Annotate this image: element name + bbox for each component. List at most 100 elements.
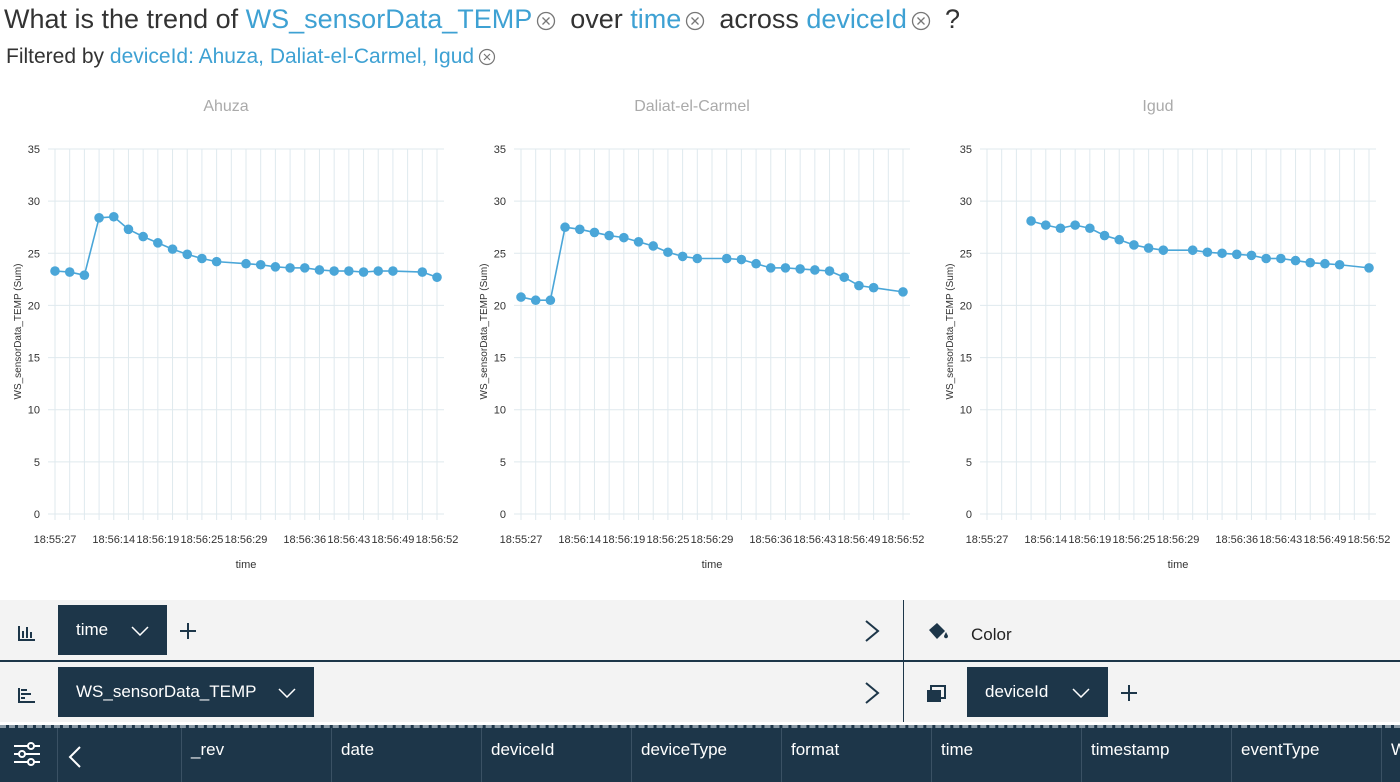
time-token[interactable]: time [630, 4, 682, 34]
data-point [211, 256, 222, 267]
data-point [1320, 258, 1330, 269]
x-axis-title: time [702, 559, 723, 571]
line-segment [873, 286, 904, 293]
data-point [545, 295, 556, 306]
x-tick-label: 18:56:36 [283, 534, 326, 546]
data-point [721, 253, 732, 264]
x-shelf-pill[interactable]: time [58, 605, 167, 655]
x-tick-label: 18:56:29 [1157, 534, 1200, 546]
data-point [1305, 257, 1316, 268]
column-header[interactable]: _rev [181, 728, 331, 782]
data-point [1276, 253, 1286, 264]
y-tick-label: 30 [960, 196, 972, 208]
filter-label: Filtered by [6, 45, 105, 68]
y-tick-label: 20 [28, 300, 40, 312]
column-header[interactable]: eventType [1231, 728, 1381, 782]
pill-label: time [76, 620, 109, 639]
data-point [1040, 220, 1051, 230]
y-tick-label: 25 [494, 248, 506, 260]
x-tick-label: 18:56:52 [416, 534, 459, 546]
divider [0, 660, 1400, 662]
data-point [1364, 263, 1374, 273]
data-point [736, 254, 747, 265]
y-axis-title: WS_sensorData_TEMP (Sum) [13, 264, 24, 400]
y-axis-title: WS_sensorData_TEMP (Sum) [945, 264, 956, 400]
y-axis-title: WS_sensorData_TEMP (Sum) [479, 264, 490, 400]
y-tick-label: 30 [494, 196, 506, 208]
data-point [765, 263, 776, 273]
data-point [1158, 245, 1169, 255]
data-point [810, 265, 820, 275]
settings-icon[interactable] [14, 742, 40, 766]
column-header[interactable]: time [931, 728, 1081, 782]
data-point [692, 253, 703, 264]
remove-icon[interactable] [685, 11, 705, 31]
y-tick-label: 35 [494, 144, 506, 156]
color-shelf[interactable]: Color [971, 625, 1012, 644]
line-segment [83, 217, 100, 276]
y-tick-label: 15 [28, 353, 40, 365]
column-header[interactable]: W [1381, 728, 1400, 782]
repeat-shelf-pill[interactable]: deviceId [967, 667, 1108, 717]
data-point [108, 211, 119, 222]
y-tick-label: 5 [34, 457, 40, 469]
line-segment [392, 270, 423, 273]
y-tick-label: 20 [960, 300, 972, 312]
remove-icon[interactable] [911, 11, 931, 31]
data-point [373, 266, 384, 276]
data-point [329, 266, 339, 276]
x-tick-label: 18:56:36 [1215, 534, 1258, 546]
data-point [1026, 216, 1036, 226]
y-tick-label: 25 [28, 248, 40, 260]
question-text: ? [944, 4, 960, 34]
data-point [153, 238, 163, 248]
remove-icon[interactable] [478, 48, 496, 66]
data-point [64, 267, 75, 277]
data-point [1334, 259, 1345, 270]
x-tick-label: 18:55:27 [966, 534, 1009, 546]
scroll-left[interactable] [68, 746, 82, 768]
data-point [314, 265, 325, 275]
x-tick-label: 18:56:49 [372, 534, 415, 546]
data-point [1217, 248, 1227, 259]
x-tick-label: 18:56:14 [1024, 534, 1067, 546]
data-point [1055, 223, 1066, 234]
data-point [663, 247, 673, 258]
data-point [255, 259, 266, 270]
column-header[interactable]: deviceId [481, 728, 631, 782]
pill-label: WS_sensorData_TEMP [76, 682, 257, 701]
column-header[interactable]: timestamp [1081, 728, 1231, 782]
y-shelf-pill[interactable]: WS_sensorData_TEMP [58, 667, 314, 717]
column-header[interactable]: deviceType [631, 728, 781, 782]
x-tick-label: 18:56:52 [882, 534, 925, 546]
x-tick-label: 18:56:14 [92, 534, 135, 546]
data-point [299, 263, 310, 273]
data-point [388, 266, 398, 276]
data-point [1143, 243, 1154, 253]
x-tick-label: 18:56:43 [1259, 534, 1302, 546]
x-tick-label: 18:56:19 [136, 534, 179, 546]
y-tick-label: 10 [960, 405, 972, 417]
measure-token[interactable]: WS_sensorData_TEMP [245, 4, 533, 34]
data-point [138, 231, 148, 242]
x-tick-label: 18:56:29 [691, 534, 734, 546]
x-tick-label: 18:56:19 [602, 534, 645, 546]
data-point [94, 213, 104, 223]
x-tick-label: 18:56:52 [1348, 534, 1391, 546]
remove-icon[interactable] [536, 11, 556, 31]
data-point [344, 266, 354, 276]
data-point [241, 258, 251, 269]
data-point [358, 267, 369, 277]
data-point [1202, 247, 1213, 258]
column-header[interactable]: format [781, 728, 931, 782]
x-tick-label: 18:56:43 [793, 534, 836, 546]
filter-token[interactable]: deviceId: Ahuza, Daliat-el-Carmel, Igud [109, 45, 475, 68]
chevron [131, 626, 149, 636]
divider [57, 728, 58, 782]
column-header[interactable]: date [331, 728, 481, 782]
question-text: over [570, 4, 623, 34]
group-token[interactable]: deviceId [806, 4, 907, 34]
y-tick-label: 5 [966, 457, 972, 469]
y-tick-label: 15 [960, 353, 972, 365]
